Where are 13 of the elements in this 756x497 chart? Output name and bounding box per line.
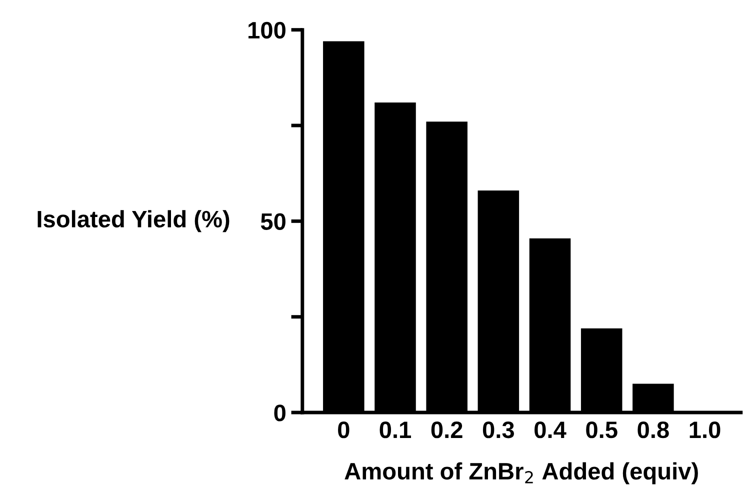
y-tick-label: 0: [274, 404, 286, 422]
x-tick-label: 0.2: [431, 421, 462, 438]
y-tick-label: 100: [248, 22, 286, 39]
x-tick-label: 0.1: [380, 421, 412, 438]
x-axis-title: Amount of ZnBr$_{2}$ Added (equiv): [344, 462, 698, 484]
x-tick-label: 0.5: [586, 421, 618, 438]
x-tick-label: 0.8: [638, 421, 669, 438]
y-axis-title: Isolated Yield (%): [38, 210, 230, 232]
x-tick-label: 0: [338, 421, 350, 438]
x-tick-label: 1.0: [690, 421, 720, 438]
y-tick-label: 50: [260, 213, 286, 230]
x-tick-label: 0.4: [534, 421, 566, 438]
x-tick-label: 0.3: [482, 421, 514, 438]
